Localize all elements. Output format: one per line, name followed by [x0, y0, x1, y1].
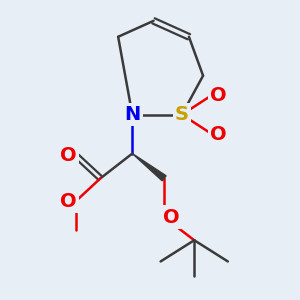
Text: O: O: [60, 192, 76, 211]
Text: O: O: [60, 146, 76, 165]
Text: S: S: [175, 105, 189, 124]
Text: O: O: [163, 208, 179, 227]
Polygon shape: [132, 154, 166, 181]
Text: N: N: [124, 105, 140, 124]
Text: O: O: [210, 124, 226, 144]
Text: O: O: [210, 86, 226, 105]
